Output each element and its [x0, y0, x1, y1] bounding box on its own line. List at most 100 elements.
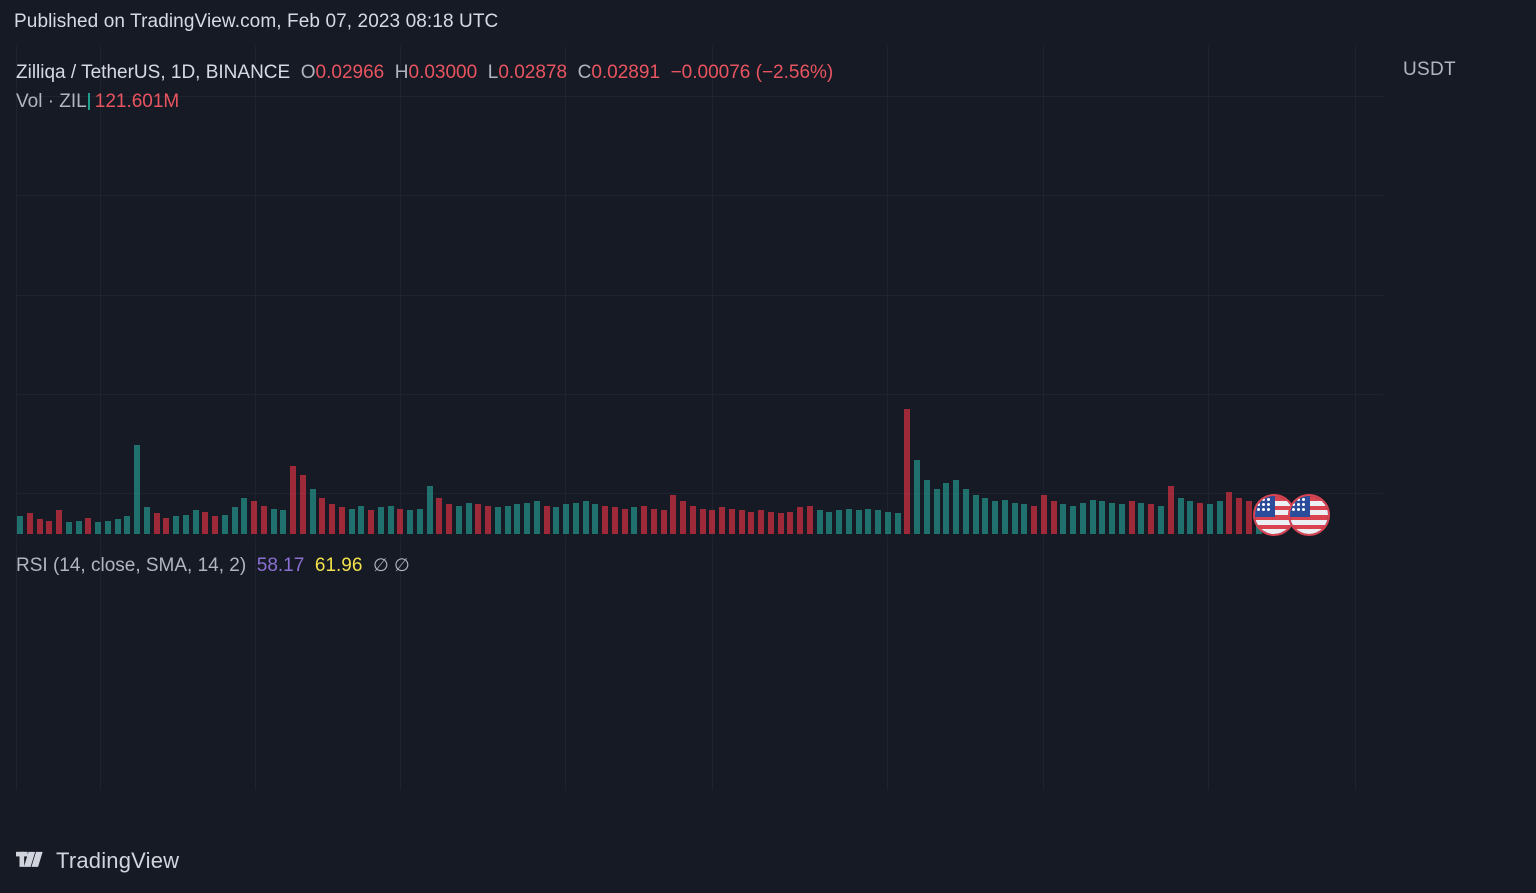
volume-bar	[592, 504, 599, 534]
vertical-gridline	[255, 538, 256, 790]
volume-bar	[1031, 505, 1038, 534]
published-banner: Published on TradingView.com, Feb 07, 20…	[14, 11, 499, 32]
volume-bar	[709, 510, 716, 534]
volume-bar	[914, 459, 921, 534]
volume-bar	[767, 511, 774, 534]
volume-bar	[1138, 502, 1145, 534]
volume-bar	[1236, 498, 1242, 534]
volume-bar	[865, 508, 872, 534]
volume-bar	[1216, 501, 1223, 534]
volume-bar	[455, 505, 462, 534]
volume-bar	[1060, 504, 1067, 534]
price-pane[interactable]	[16, 46, 1383, 537]
volume-bar	[738, 510, 745, 534]
volume-bar	[582, 501, 589, 534]
volume-bar	[533, 501, 540, 534]
volume-bar	[602, 505, 609, 534]
vertical-gridline	[712, 538, 713, 790]
vertical-gridline	[1355, 46, 1356, 537]
volume-bar	[1089, 499, 1096, 534]
volume-bar	[1245, 501, 1252, 534]
volume-bar	[884, 511, 891, 534]
volume-bar	[299, 474, 306, 534]
volume-bar	[407, 510, 414, 534]
volume-bar	[943, 483, 950, 534]
price-axis-unit: USDT	[1403, 59, 1456, 80]
volume-bar	[26, 513, 33, 534]
price-axis[interactable]: USDT	[1383, 46, 1536, 790]
footer: TradingView	[16, 848, 179, 874]
volume-bar	[124, 516, 131, 534]
vertical-gridline	[400, 538, 401, 790]
volume-bar	[962, 489, 969, 534]
horizontal-gridline	[16, 493, 1383, 495]
volume-bar	[855, 510, 862, 534]
vertical-gridline	[400, 46, 401, 537]
volume-bar	[348, 508, 355, 534]
volume-bar	[1226, 492, 1233, 534]
volume-bar	[641, 505, 648, 534]
vertical-gridline	[712, 46, 713, 537]
volume-bar	[426, 486, 433, 534]
volume-bar	[377, 507, 384, 534]
vertical-gridline	[16, 46, 17, 537]
volume-bar	[143, 507, 150, 534]
volume-bar	[1079, 502, 1086, 534]
volume-bar	[845, 508, 852, 534]
volume-bar	[368, 510, 374, 534]
volume-bar	[446, 504, 453, 534]
vertical-gridline	[100, 538, 101, 790]
tradingview-brand: TradingView	[56, 848, 180, 873]
volume-bar	[163, 517, 170, 534]
volume-bar	[104, 520, 111, 534]
volume-bar	[777, 513, 784, 534]
rsi-pane[interactable]	[16, 538, 1383, 790]
volume-bar	[17, 516, 23, 534]
flag-canton	[1290, 496, 1310, 517]
volume-bar	[134, 444, 140, 534]
vertical-gridline	[1208, 46, 1209, 537]
volume-bar	[202, 511, 209, 534]
volume-bar	[319, 498, 326, 534]
time-axis[interactable]	[0, 790, 1536, 838]
volume-bar	[1109, 502, 1116, 534]
volume-bar	[572, 502, 579, 534]
volume-bar	[1187, 501, 1194, 534]
volume-bar	[338, 507, 345, 534]
volume-bar	[953, 480, 960, 534]
volume-bar	[182, 514, 189, 534]
volume-bar	[826, 511, 833, 534]
volume-bar	[787, 511, 794, 534]
volume-bar	[992, 501, 999, 534]
volume-bar	[46, 520, 53, 534]
us-flag-event-badge-1[interactable]	[1253, 494, 1295, 536]
volume-bar	[621, 508, 628, 534]
volume-bar	[680, 501, 687, 534]
volume-bar	[1040, 495, 1047, 534]
us-flag-event-badge-2[interactable]	[1288, 494, 1330, 536]
volume-bar	[397, 508, 404, 534]
volume-bar	[1021, 504, 1028, 534]
volume-bar	[543, 505, 550, 534]
volume-bar	[1206, 504, 1213, 534]
volume-bar	[728, 508, 735, 534]
volume-bar	[475, 504, 482, 534]
volume-bar	[65, 522, 72, 534]
volume-bar	[329, 504, 335, 534]
horizontal-gridline	[16, 95, 1383, 97]
volume-bar	[875, 510, 882, 534]
vertical-gridline	[1043, 46, 1044, 537]
volume-bar	[894, 513, 901, 534]
volume-bar	[1197, 502, 1203, 534]
vertical-gridline	[565, 538, 566, 790]
volume-bar	[358, 505, 365, 534]
volume-bar	[192, 510, 199, 534]
volume-bar	[631, 507, 638, 534]
volume-bar	[36, 519, 43, 534]
volume-bar	[1099, 501, 1106, 534]
volume-bar	[699, 508, 706, 534]
volume-bar	[1158, 505, 1164, 534]
volume-bar	[972, 495, 979, 534]
vertical-gridline	[887, 538, 888, 790]
vertical-gridline	[1043, 538, 1044, 790]
